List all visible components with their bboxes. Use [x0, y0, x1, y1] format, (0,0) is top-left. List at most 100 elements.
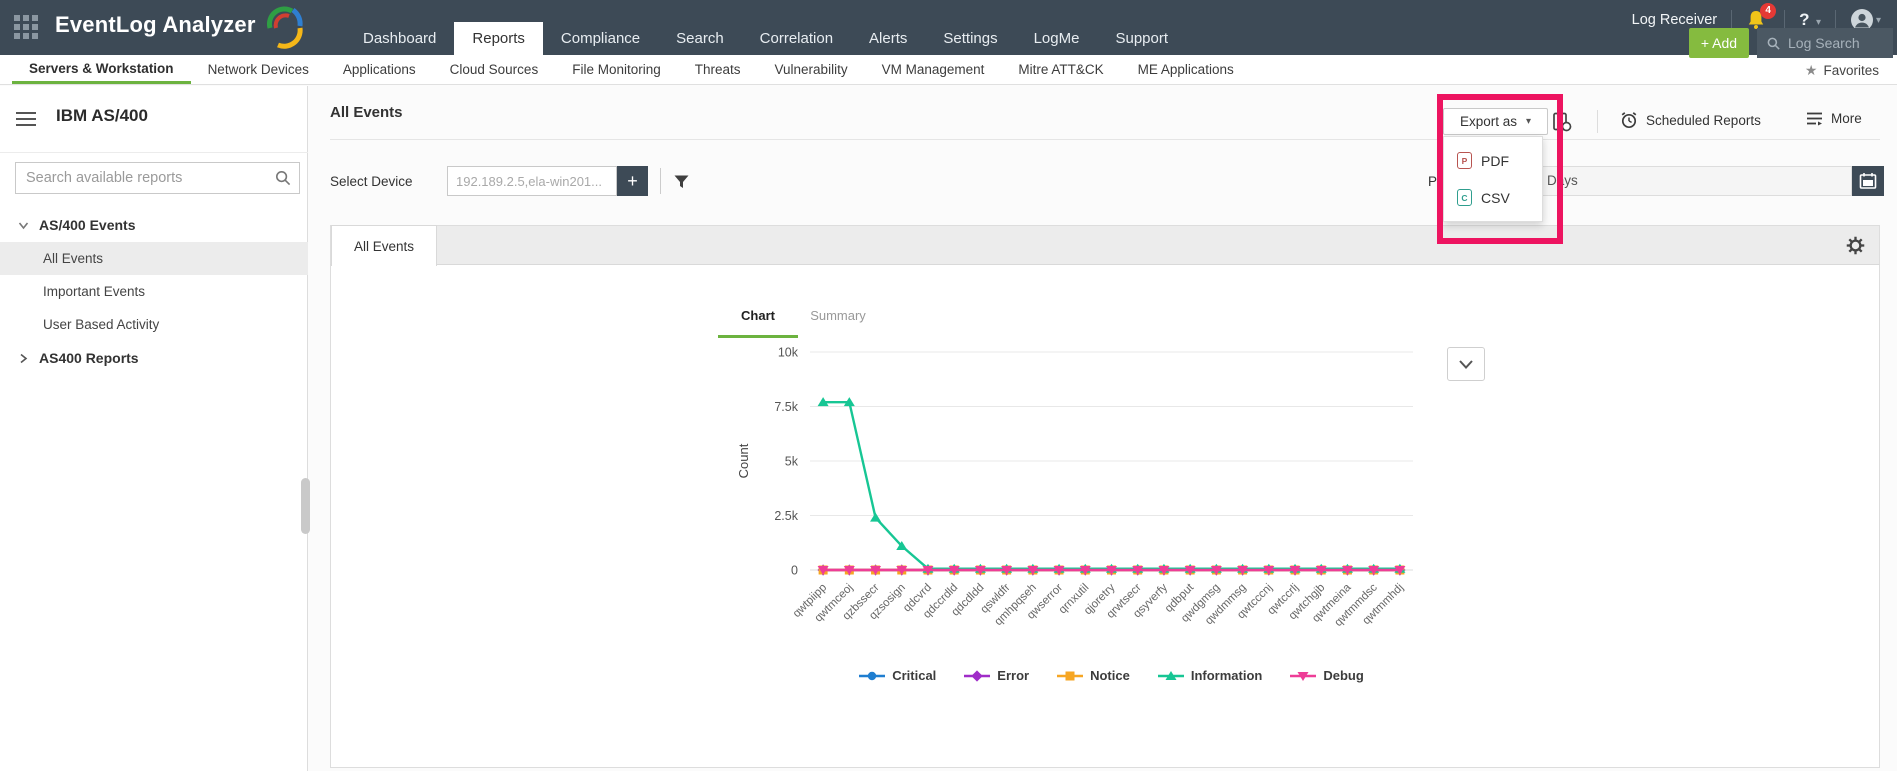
view-tab-chart[interactable]: Chart [718, 308, 798, 338]
period-label: P [1428, 174, 1438, 189]
tree-item-important-events[interactable]: Important Events [43, 284, 146, 299]
nav-item-correlation[interactable]: Correlation [759, 30, 834, 47]
sidebar-search-input[interactable] [26, 170, 275, 186]
report-tree: AS/400 Events All Events Important Events U… [0, 208, 308, 375]
hamburger-menu-icon[interactable] [16, 112, 36, 127]
tree-group-label: AS/400 Events [39, 217, 136, 233]
log-search-box[interactable] [1757, 28, 1893, 58]
favorites-label: Favorites [1823, 62, 1879, 78]
nav-item-settings[interactable]: Settings [943, 30, 998, 47]
more-label: More [1831, 111, 1862, 126]
circle-marker-icon [859, 671, 886, 680]
top-header: EventLog Analyzer Dashboard Reports Compli… [0, 0, 1897, 58]
legend-label: Error [997, 668, 1030, 683]
reports-sidebar: IBM AS/400 AS/400 Events All Events Import… [0, 86, 310, 771]
svg-text:7.5k: 7.5k [774, 400, 798, 414]
subnav-item-threats[interactable]: Threats [694, 62, 741, 77]
header-utilities: Log Receiver 4 ? ▾ ▾ [1631, 3, 1881, 32]
filter-funnel-icon[interactable] [674, 175, 689, 189]
svg-text:0: 0 [791, 564, 798, 578]
legend-item-notice[interactable]: Notice [1057, 668, 1130, 683]
nav-item-reports[interactable]: Reports [454, 22, 543, 55]
nav-item-logme[interactable]: LogMe [1033, 30, 1080, 47]
subnav-item-mitre-att-ck[interactable]: Mitre ATT&CK [1018, 62, 1104, 77]
view-tab-summary[interactable]: Summary [810, 308, 866, 323]
legend-item-information[interactable]: Information [1157, 668, 1262, 683]
chevron-down-icon: ▾ [1875, 14, 1881, 26]
logo-swoosh-icon [266, 6, 303, 49]
tree-group-as-400-events[interactable]: AS/400 Events [0, 208, 308, 242]
legend-item-critical[interactable]: Critical [859, 668, 936, 683]
chevron-down-icon [18, 222, 29, 229]
scheduled-reports-label: Scheduled Reports [1646, 112, 1761, 128]
export-menu-item-label: PDF [1481, 152, 1509, 169]
divider [330, 139, 1880, 140]
tree-group-as400-reports[interactable]: AS400 Reports [0, 341, 308, 375]
diamond-marker-icon [964, 669, 991, 682]
subnav-item-network-devices[interactable]: Network Devices [207, 62, 309, 77]
select-device-label: Select Device [330, 174, 413, 189]
subnav-item-vulnerability[interactable]: Vulnerability [774, 62, 848, 77]
tree-item-all-events[interactable]: All Events [0, 242, 308, 275]
select-device-input[interactable] [447, 166, 617, 196]
gear-icon[interactable] [1846, 236, 1865, 255]
subnav-item-cloud-sources[interactable]: Cloud Sources [449, 62, 539, 77]
subnav-item-applications[interactable]: Applications [342, 62, 416, 77]
legend-item-error[interactable]: Error [964, 668, 1029, 683]
help-menu[interactable]: ? ▾ [1799, 10, 1821, 30]
divider [660, 168, 661, 194]
favorites-button[interactable]: ★ Favorites [1805, 55, 1879, 85]
subnav-item-me-applications[interactable]: ME Applications [1137, 62, 1234, 77]
divider [0, 152, 308, 153]
log-search-input[interactable] [1788, 35, 1883, 51]
nav-item-dashboard[interactable]: Dashboard [363, 30, 437, 47]
report-tabstrip: All Events [330, 225, 1880, 266]
svg-text:Count: Count [736, 443, 751, 478]
export-menu-item-csv[interactable]: C CSV [1444, 179, 1542, 216]
subnav-item-file-monitoring[interactable]: File Monitoring [572, 62, 661, 77]
app-grid-icon[interactable] [14, 15, 40, 41]
report-panel [330, 225, 1880, 768]
tree-item-user-based-activity[interactable]: User Based Activity [43, 317, 160, 332]
divider [1731, 10, 1733, 30]
svg-text:2.5k: 2.5k [774, 509, 798, 523]
chart-legend: Critical Error Notice Information Debug [810, 668, 1413, 683]
export-as-button[interactable]: Export as ▾ [1443, 108, 1548, 135]
export-menu-item-pdf[interactable]: P PDF [1444, 142, 1542, 179]
log-receiver-link[interactable]: Log Receiver [1631, 12, 1718, 28]
triangle-up-marker-icon [1157, 670, 1184, 680]
divider [1834, 10, 1836, 30]
alarm-clock-icon [1621, 112, 1637, 129]
export-dropdown-menu: P PDF C CSV [1443, 136, 1543, 222]
more-button[interactable]: More [1806, 111, 1862, 126]
reports-subnav: Servers & Workstation Network Devices Appl… [0, 55, 1897, 85]
events-line-chart: 02.5k5k7.5k10kCountqwtpiippqwtmceojqzbss… [736, 346, 1413, 629]
triangle-down-marker-icon [1290, 671, 1317, 681]
add-device-button[interactable]: + [617, 166, 648, 196]
report-settings-icon[interactable] [1552, 112, 1572, 132]
nav-item-alerts[interactable]: Alerts [869, 30, 908, 47]
calendar-button[interactable] [1852, 166, 1884, 196]
sidebar-scrollbar-handle[interactable] [301, 478, 310, 534]
legend-label: Notice [1090, 668, 1130, 683]
add-button[interactable]: + Add [1689, 28, 1749, 58]
sidebar-search-box[interactable] [15, 162, 300, 194]
scheduled-reports-button[interactable]: Scheduled Reports [1620, 111, 1761, 129]
legend-item-debug[interactable]: Debug [1290, 668, 1364, 683]
user-menu[interactable]: ▾ [1850, 8, 1881, 32]
star-icon: ★ [1804, 61, 1818, 78]
list-icon [1807, 112, 1822, 126]
chart-collapse-button[interactable] [1447, 347, 1485, 381]
nav-item-search[interactable]: Search [676, 30, 724, 47]
square-marker-icon [1057, 671, 1084, 680]
subnav-item-servers-workstation[interactable]: Servers & Workstation [12, 55, 191, 84]
tab-all-events[interactable]: All Events [331, 225, 437, 266]
nav-item-support[interactable]: Support [1115, 30, 1169, 47]
tree-group-label: AS400 Reports [39, 350, 139, 366]
nav-item-compliance[interactable]: Compliance [560, 30, 641, 47]
notification-count-badge: 4 [1760, 3, 1777, 19]
svg-text:5k: 5k [785, 455, 799, 469]
subnav-item-vm-management[interactable]: VM Management [881, 62, 985, 77]
primary-nav: Dashboard Reports Compliance Search Correlat… [345, 0, 1186, 55]
